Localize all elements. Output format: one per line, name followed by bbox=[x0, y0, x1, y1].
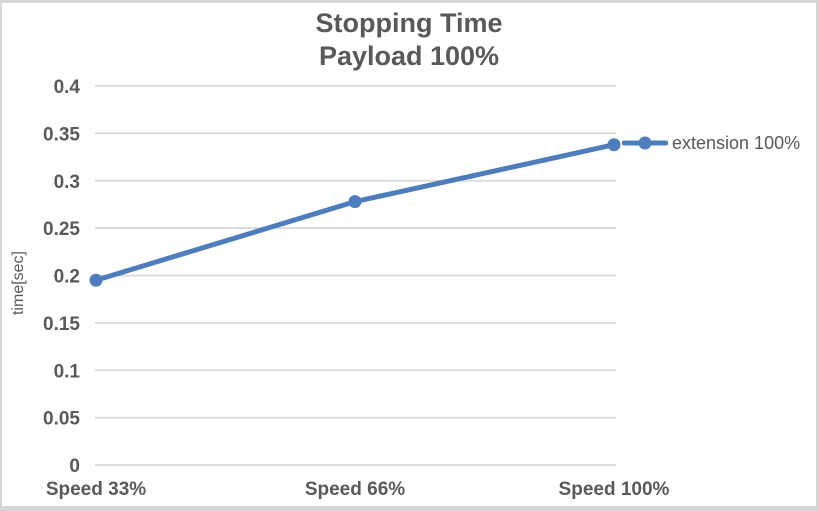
y-tick-label: 0.1 bbox=[54, 361, 81, 382]
chart-title: Stopping Time Payload 100% bbox=[2, 7, 816, 73]
y-tick-label: 0.3 bbox=[54, 172, 80, 193]
y-tick-label: 0.25 bbox=[43, 219, 80, 240]
x-tick-label: Speed 100% bbox=[559, 479, 670, 500]
data-point-marker bbox=[348, 195, 362, 209]
line-chart: 0 0.05 0.1 0.15 0.2 0.25 0.3 0.35 0.4 Speed 33% Sp… bbox=[43, 77, 670, 500]
y-tick-label: 0.4 bbox=[54, 77, 81, 98]
legend: extension 100% bbox=[622, 130, 800, 156]
data-point-marker bbox=[89, 273, 103, 287]
chart-title-line2: Payload 100% bbox=[318, 41, 500, 71]
y-tick-label: 0.35 bbox=[43, 124, 80, 145]
y-tick-label: 0.15 bbox=[43, 314, 80, 335]
series-line bbox=[93, 142, 617, 283]
x-tick-label: Speed 33% bbox=[46, 479, 146, 500]
data-point-marker bbox=[607, 138, 621, 152]
x-tick-label: Speed 66% bbox=[305, 479, 405, 500]
chart-title-line1: Stopping Time bbox=[315, 8, 503, 38]
legend-line-marker-icon bbox=[622, 136, 668, 150]
legend-label: extension 100% bbox=[672, 132, 801, 153]
y-tick-label: 0 bbox=[69, 456, 80, 477]
y-tick-label: 0.05 bbox=[43, 409, 80, 430]
y-tick-label: 0.2 bbox=[54, 267, 80, 288]
